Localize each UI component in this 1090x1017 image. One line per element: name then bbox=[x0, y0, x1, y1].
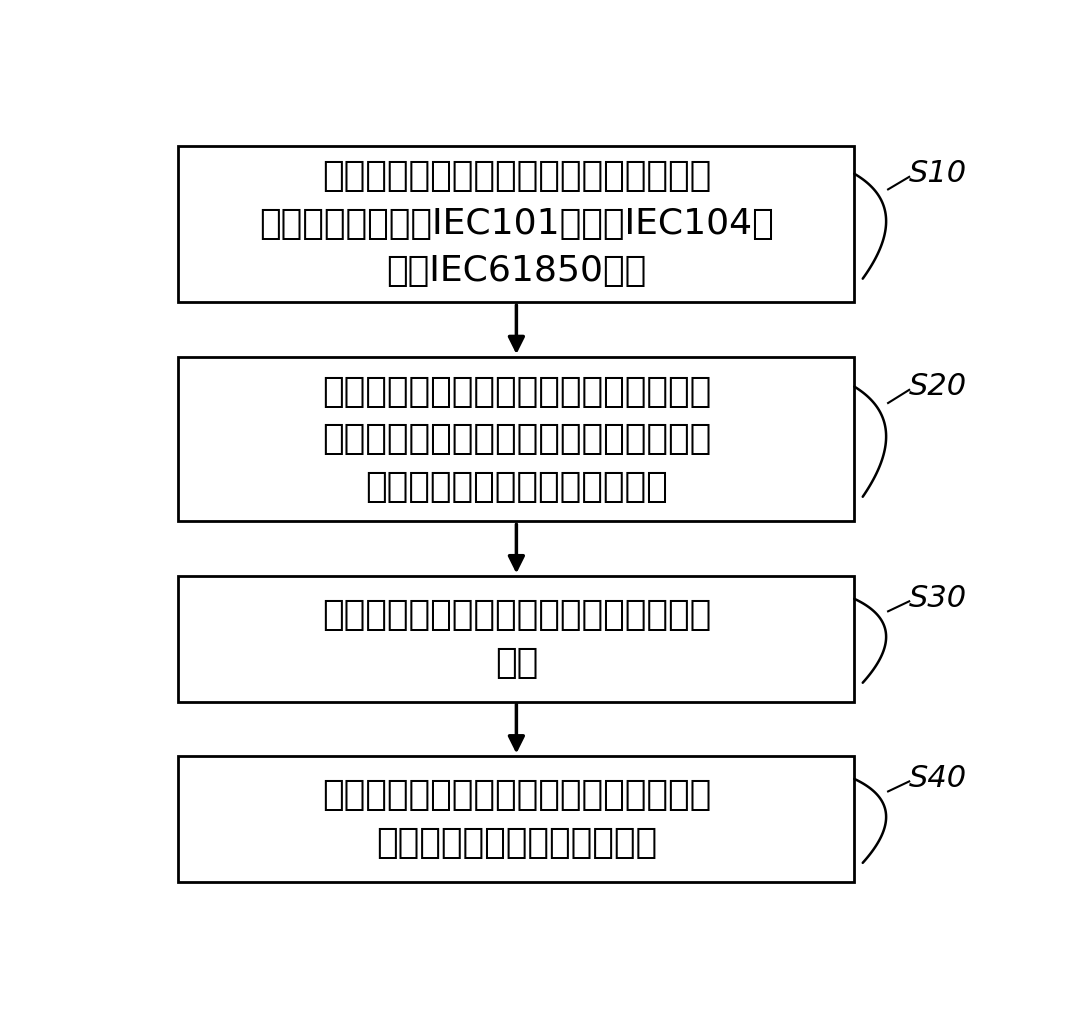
Bar bbox=[179, 145, 855, 302]
Bar bbox=[179, 357, 855, 522]
Text: 配置待测配电网设备的通信规约；其中，
所述通信规约包括IEC101规约、IEC104规
约和IEC61850规约: 配置待测配电网设备的通信规约；其中， 所述通信规约包括IEC101规约、IEC1… bbox=[259, 160, 774, 289]
Text: S40: S40 bbox=[909, 765, 967, 793]
Bar bbox=[179, 577, 855, 702]
Text: S10: S10 bbox=[909, 160, 967, 188]
Text: 根据待测配电网设备的应用功能选择测试
项目: 根据待测配电网设备的应用功能选择测试 项目 bbox=[322, 598, 711, 679]
Bar bbox=[179, 757, 855, 882]
Text: 根据所述测试项目对待测配电网设备进行
通信规约测试，获得测试结果: 根据所述测试项目对待测配电网设备进行 通信规约测试，获得测试结果 bbox=[322, 778, 711, 859]
Text: S20: S20 bbox=[909, 372, 967, 401]
Text: S30: S30 bbox=[909, 585, 967, 613]
Text: 根据测试的通信规约从数据库中加载对应
的通信协议，并根据所述通信协议设定与
待测配电网设备之间的通讯参数: 根据测试的通信规约从数据库中加载对应 的通信协议，并根据所述通信协议设定与 待测… bbox=[322, 374, 711, 503]
